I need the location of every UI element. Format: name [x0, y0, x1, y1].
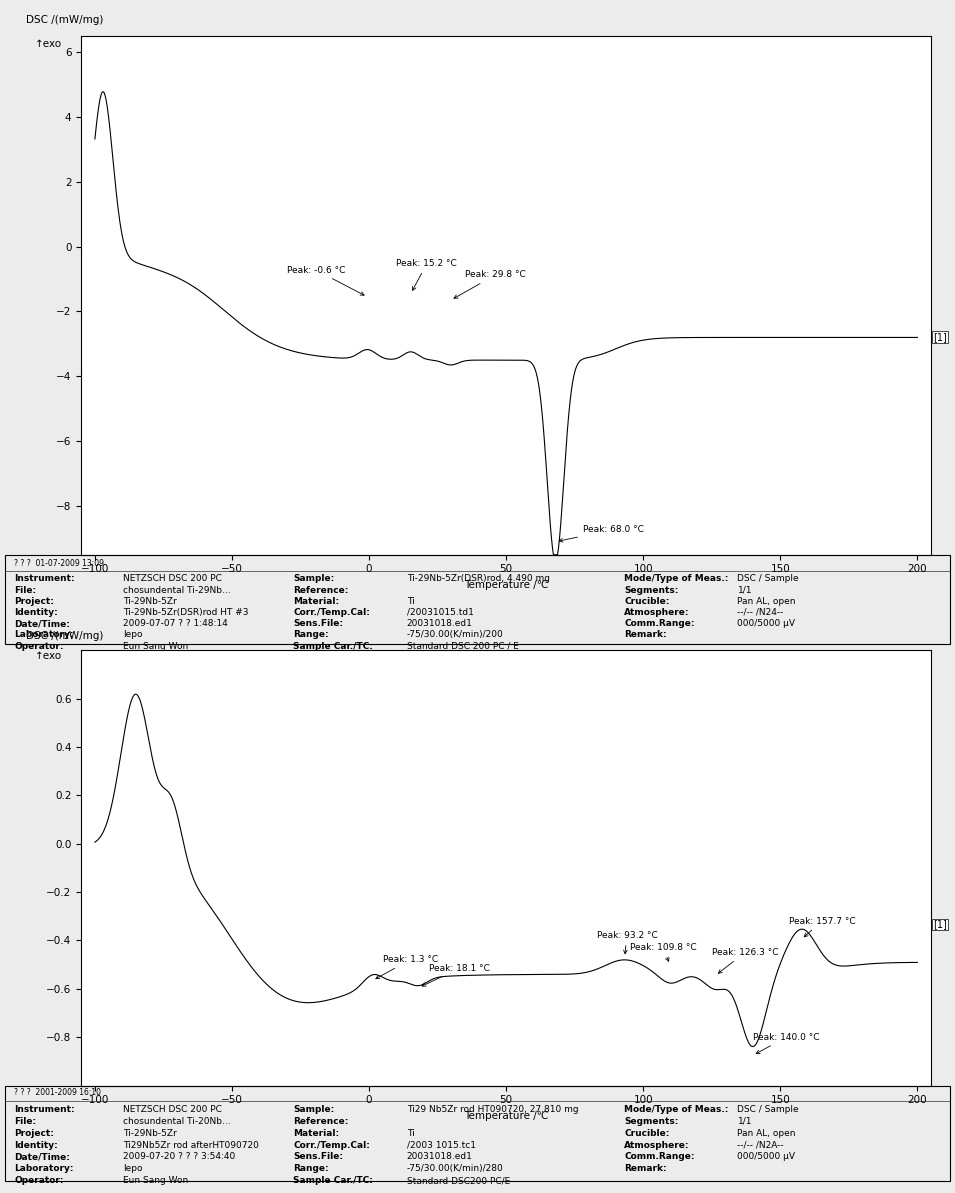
Text: 2009-07-20 ? ? ? 3:54:40: 2009-07-20 ? ? ? 3:54:40 [123, 1152, 235, 1162]
Text: Peak: 157.7 °C: Peak: 157.7 °C [789, 916, 855, 937]
Text: ? ? ?  2001-2009 16:10: ? ? ? 2001-2009 16:10 [14, 1088, 101, 1098]
Text: 000/5000 μV: 000/5000 μV [737, 619, 796, 629]
Text: 2009-07-07 ? ? 1:48:14: 2009-07-07 ? ? 1:48:14 [123, 619, 227, 629]
Text: Material:: Material: [293, 1129, 339, 1138]
Text: Reference:: Reference: [293, 1117, 349, 1126]
Text: Identity:: Identity: [14, 1141, 58, 1150]
X-axis label: Temperature /℃: Temperature /℃ [464, 1111, 548, 1121]
Text: Date/Time:: Date/Time: [14, 1152, 70, 1162]
Text: Mode/Type of Meas.:: Mode/Type of Meas.: [624, 574, 729, 583]
Text: chosundental Ti-20Nb...: chosundental Ti-20Nb... [123, 1117, 230, 1126]
Text: Operator:: Operator: [14, 642, 64, 650]
Text: [1]: [1] [933, 920, 946, 929]
Text: Ti29 Nb5Zr rod HT090720, 27.810 mg: Ti29 Nb5Zr rod HT090720, 27.810 mg [407, 1105, 578, 1114]
Text: Sens.File:: Sens.File: [293, 619, 343, 629]
Text: Peak: 140.0 °C: Peak: 140.0 °C [753, 1033, 819, 1053]
Text: Ti-29Nb-5Zr: Ti-29Nb-5Zr [123, 596, 177, 606]
Text: DSC /(mW/mg): DSC /(mW/mg) [26, 631, 103, 642]
Text: DSC / Sample: DSC / Sample [737, 574, 799, 583]
Text: Pan AL, open: Pan AL, open [737, 596, 796, 606]
Text: Sample:: Sample: [293, 574, 334, 583]
Text: Atmosphere:: Atmosphere: [624, 608, 690, 617]
Text: Corr./Temp.Cal:: Corr./Temp.Cal: [293, 608, 370, 617]
Text: Sample:: Sample: [293, 1105, 334, 1114]
Text: Ti-29Nb-5Zr: Ti-29Nb-5Zr [123, 1129, 177, 1138]
Text: Mode/Type of Meas.:: Mode/Type of Meas.: [624, 1105, 729, 1114]
Text: Range:: Range: [293, 1164, 329, 1174]
Text: ↑exo: ↑exo [34, 651, 61, 661]
Text: 1/1: 1/1 [737, 1117, 752, 1126]
Text: Peak: -0.6 °C: Peak: -0.6 °C [286, 266, 364, 295]
Text: NETZSCH DSC 200 PC: NETZSCH DSC 200 PC [123, 574, 222, 583]
Text: /20031015.td1: /20031015.td1 [407, 608, 474, 617]
Text: Ti: Ti [407, 596, 414, 606]
Text: Peak: 68.0 °C: Peak: 68.0 °C [559, 525, 644, 542]
Text: Operator:: Operator: [14, 1176, 64, 1186]
Text: Material:: Material: [293, 596, 339, 606]
Text: Reference:: Reference: [293, 586, 349, 594]
Text: File:: File: [14, 586, 36, 594]
Text: Eun Sang Won: Eun Sang Won [123, 1176, 188, 1186]
Text: Peak: 93.2 °C: Peak: 93.2 °C [597, 931, 657, 953]
Text: [1]: [1] [933, 332, 946, 341]
Text: DSC / Sample: DSC / Sample [737, 1105, 799, 1114]
Text: --/-- /N24--: --/-- /N24-- [737, 608, 784, 617]
Text: Sens.File:: Sens.File: [293, 1152, 343, 1162]
Text: Corr./Temp.Cal:: Corr./Temp.Cal: [293, 1141, 370, 1150]
Text: Instrument:: Instrument: [14, 574, 74, 583]
Text: Peak: 109.8 °C: Peak: 109.8 °C [629, 944, 696, 962]
Text: ? ? ?  01-07-2009 13:09: ? ? ? 01-07-2009 13:09 [14, 560, 104, 568]
Text: NETZSCH DSC 200 PC: NETZSCH DSC 200 PC [123, 1105, 222, 1114]
Text: Peak: 29.8 °C: Peak: 29.8 °C [454, 271, 526, 298]
Text: Peak: 126.3 °C: Peak: 126.3 °C [711, 948, 778, 973]
Text: Project:: Project: [14, 1129, 54, 1138]
Text: File:: File: [14, 1117, 36, 1126]
Text: 20031018.ed1: 20031018.ed1 [407, 619, 473, 629]
Text: Ti-29Nb-5Zr(DSR)rod HT #3: Ti-29Nb-5Zr(DSR)rod HT #3 [123, 608, 248, 617]
Text: Ti-29Nb-5Zr(DSR)rod, 4.490 mg: Ti-29Nb-5Zr(DSR)rod, 4.490 mg [407, 574, 549, 583]
Text: Standard DSC200 PC/E: Standard DSC200 PC/E [407, 1176, 510, 1186]
Text: Standard DSC 200 PC / E: Standard DSC 200 PC / E [407, 642, 519, 650]
Text: --/-- /N2A--: --/-- /N2A-- [737, 1141, 784, 1150]
Text: Remark:: Remark: [624, 630, 667, 639]
Text: Laboratory:: Laboratory: [14, 630, 74, 639]
Text: Eun Sang Won: Eun Sang Won [123, 642, 188, 650]
Text: Segments:: Segments: [624, 586, 678, 594]
Text: chosundental Ti-29Nb...: chosundental Ti-29Nb... [123, 586, 230, 594]
Text: Comm.Range:: Comm.Range: [624, 1152, 694, 1162]
Text: Peak: 15.2 °C: Peak: 15.2 °C [396, 259, 457, 290]
Text: Remark:: Remark: [624, 1164, 667, 1174]
Text: Crucible:: Crucible: [624, 1129, 669, 1138]
Text: DSC /(mW/mg): DSC /(mW/mg) [26, 16, 103, 25]
Text: 1/1: 1/1 [737, 586, 752, 594]
Text: Project:: Project: [14, 596, 54, 606]
X-axis label: Temperature /℃: Temperature /℃ [464, 580, 548, 591]
Text: Ti: Ti [407, 1129, 414, 1138]
Text: 000/5000 μV: 000/5000 μV [737, 1152, 796, 1162]
Text: ↑exo: ↑exo [34, 38, 61, 49]
Text: Atmosphere:: Atmosphere: [624, 1141, 690, 1150]
Text: Peak: 18.1 °C: Peak: 18.1 °C [422, 964, 490, 987]
Text: Identity:: Identity: [14, 608, 58, 617]
Text: -75/30.00(K/min)/280: -75/30.00(K/min)/280 [407, 1164, 503, 1174]
Text: -75/30.00(K/min)/200: -75/30.00(K/min)/200 [407, 630, 503, 639]
Text: Ti29Nb5Zr rod afterHT090720: Ti29Nb5Zr rod afterHT090720 [123, 1141, 259, 1150]
Text: Pan AL, open: Pan AL, open [737, 1129, 796, 1138]
Text: Sample Car./TC:: Sample Car./TC: [293, 1176, 373, 1186]
Text: Comm.Range:: Comm.Range: [624, 619, 694, 629]
Text: 20031018.ed1: 20031018.ed1 [407, 1152, 473, 1162]
Text: Date/Time:: Date/Time: [14, 619, 70, 629]
Text: Peak: 1.3 °C: Peak: 1.3 °C [376, 956, 438, 978]
Text: Sample Car./TC:: Sample Car./TC: [293, 642, 373, 650]
Text: /2003 1015.tc1: /2003 1015.tc1 [407, 1141, 476, 1150]
Text: lepo: lepo [123, 630, 142, 639]
Text: Laboratory:: Laboratory: [14, 1164, 74, 1174]
Text: Crucible:: Crucible: [624, 596, 669, 606]
Text: Instrument:: Instrument: [14, 1105, 74, 1114]
Text: Range:: Range: [293, 630, 329, 639]
Text: Segments:: Segments: [624, 1117, 678, 1126]
Text: lepo: lepo [123, 1164, 142, 1174]
